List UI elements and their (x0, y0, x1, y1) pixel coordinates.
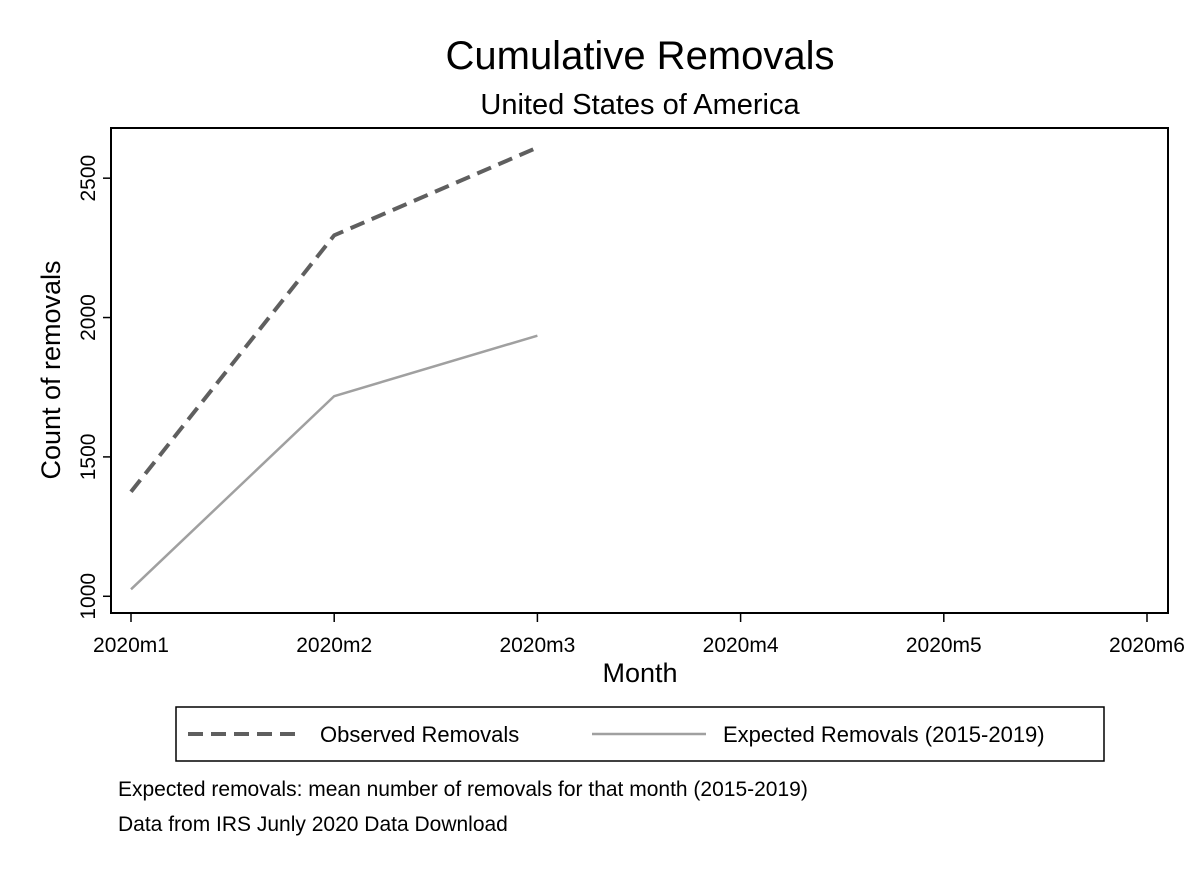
x-axis: 2020m1 2020m2 2020m3 2020m4 2020m5 2020m6 (93, 613, 1185, 657)
x-tick-label: 2020m5 (906, 634, 982, 657)
legend: Observed Removals Expected Removals (201… (175, 706, 1105, 762)
x-tick-label: 2020m2 (296, 634, 372, 657)
series-layer (129, 145, 539, 591)
plot-area (110, 127, 1169, 614)
legend-label-observed: Observed Removals (320, 722, 519, 747)
legend-label-expected: Expected Removals (2015-2019) (723, 722, 1045, 747)
y-tick-label: 1500 (77, 434, 100, 481)
x-tick-label: 2020m4 (703, 634, 779, 657)
x-tick-label: 2020m1 (93, 634, 169, 657)
series-line-1 (130, 334, 538, 591)
chart-title: Cumulative Removals (445, 34, 834, 78)
series-line-0 (129, 145, 539, 493)
x-tick-label: 2020m3 (499, 634, 575, 657)
y-tick-label: 2000 (77, 294, 100, 341)
note-data-source: Data from IRS Junly 2020 Data Download (118, 813, 508, 836)
x-tick-label: 2020m6 (1109, 634, 1185, 657)
chart-subtitle: United States of America (480, 89, 800, 121)
note-expected-definition: Expected removals: mean number of remova… (118, 778, 808, 801)
y-axis: 1000 1500 2000 2500 (77, 155, 111, 620)
y-axis-title: Count of removals (36, 260, 66, 479)
x-axis-title: Month (602, 658, 677, 688)
y-tick-label: 2500 (77, 155, 100, 202)
y-tick-label: 1000 (77, 573, 100, 620)
